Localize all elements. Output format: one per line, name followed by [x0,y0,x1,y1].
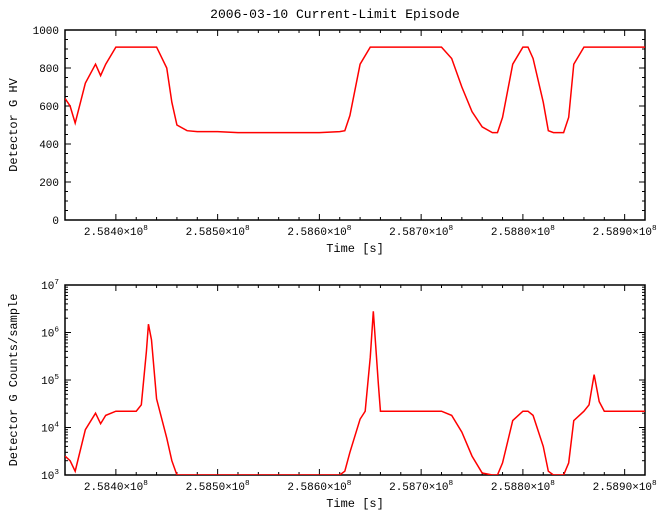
chart-title: 2006-03-10 Current-Limit Episode [210,7,460,22]
xtick-label: 2.5860×108 [287,225,351,239]
svg-text:2.5850×108: 2.5850×108 [186,225,250,239]
xtick-label: 2.5840×108 [84,225,148,239]
svg-text:2.5890×108: 2.5890×108 [593,480,657,494]
svg-text:2.5870×108: 2.5870×108 [389,480,453,494]
ytick-label: 0 [52,216,59,228]
ytick-label: 600 [39,102,59,114]
xtick-label: 2.5890×108 [593,480,657,494]
figure-root: 2006-03-10 Current-Limit Episode 2.5840×1… [0,0,670,511]
svg-text:2.5860×108: 2.5860×108 [287,480,351,494]
svg-text:2.5880×108: 2.5880×108 [491,480,555,494]
xtick-label: 2.5870×108 [389,225,453,239]
svg-text:2.5860×108: 2.5860×108 [287,225,351,239]
xtick-label: 2.5880×108 [491,480,555,494]
xlabel: Time [s] [326,242,384,256]
xtick-label: 2.5840×108 [84,480,148,494]
ylabel: Detector G HV [7,77,21,171]
svg-text:2.5840×108: 2.5840×108 [84,225,148,239]
xtick-label: 2.5880×108 [491,225,555,239]
xtick-label: 2.5860×108 [287,480,351,494]
ytick-label: 1000 [33,26,59,38]
ytick-label: 800 [39,64,59,76]
xlabel: Time [s] [326,497,384,511]
ytick-label: 400 [39,140,59,152]
xtick-label: 2.5850×108 [186,225,250,239]
svg-text:2.5880×108: 2.5880×108 [491,225,555,239]
xtick-label: 2.5890×108 [593,225,657,239]
xtick-label: 2.5850×108 [186,480,250,494]
svg-text:2.5840×108: 2.5840×108 [84,480,148,494]
xtick-label: 2.5870×108 [389,480,453,494]
ylabel: Detector G Counts/sample [7,294,21,467]
svg-text:2.5890×108: 2.5890×108 [593,225,657,239]
chart-svg: 2006-03-10 Current-Limit Episode 2.5840×1… [0,0,670,511]
svg-text:2.5870×108: 2.5870×108 [389,225,453,239]
svg-text:2.5850×108: 2.5850×108 [186,480,250,494]
ytick-label: 200 [39,178,59,190]
